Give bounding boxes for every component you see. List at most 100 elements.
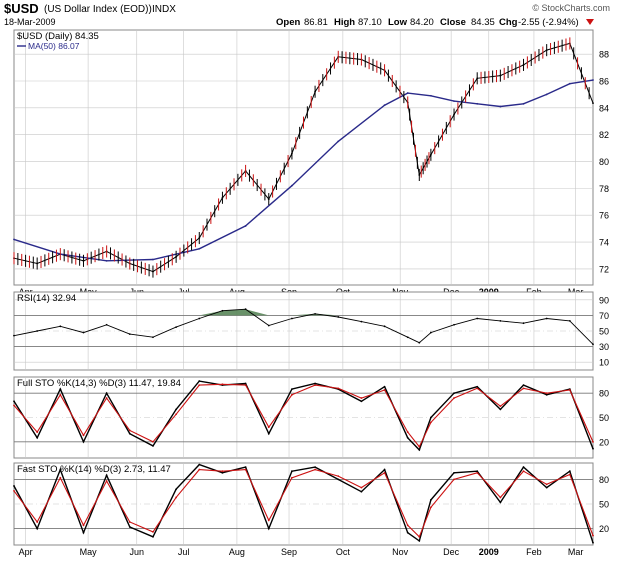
data-point xyxy=(221,471,224,474)
data-point xyxy=(175,496,178,499)
data-point xyxy=(406,524,409,527)
data-point xyxy=(429,499,432,501)
data-point xyxy=(244,382,247,385)
data-point xyxy=(82,331,85,334)
data-point xyxy=(82,434,85,437)
price-panel: 72 74 76 78 80 82 84 86 88 $USD (Daily) 84.35MA(5… xyxy=(13,29,609,297)
data-point xyxy=(152,535,154,538)
data-point xyxy=(59,325,62,328)
y-tick-label: 78 xyxy=(599,184,609,194)
data-point xyxy=(476,102,479,105)
x-tick-label: Aug xyxy=(229,547,245,557)
data-point xyxy=(453,397,455,399)
data-point xyxy=(13,485,15,487)
data-point xyxy=(314,466,316,468)
data-point xyxy=(383,385,386,388)
data-point xyxy=(360,490,363,493)
data-point xyxy=(82,440,85,443)
data-point xyxy=(522,466,525,468)
data-point xyxy=(244,384,247,386)
y-tick-label: 72 xyxy=(599,264,609,274)
data-point xyxy=(383,325,386,328)
y-tick-label: 50 xyxy=(599,413,609,423)
data-point xyxy=(499,105,502,108)
data-point xyxy=(429,331,432,334)
data-point xyxy=(13,334,15,337)
panel-title: Fast STO %K(14) %D(3) 2.73, 11.47 xyxy=(17,464,171,475)
data-point xyxy=(105,480,108,482)
data-point xyxy=(59,388,62,391)
series-line xyxy=(13,79,594,262)
data-point xyxy=(198,463,201,466)
data-point xyxy=(499,496,502,499)
data-point xyxy=(476,471,479,474)
data-point xyxy=(291,393,293,396)
data-point xyxy=(105,259,108,262)
data-point xyxy=(82,524,85,527)
rsi-panel: 10 30 50 70 90 RSI(14) 32.94 xyxy=(13,291,609,371)
y-tick-label: 30 xyxy=(599,342,609,352)
data-point xyxy=(360,320,363,323)
data-point xyxy=(267,519,270,522)
data-point xyxy=(429,94,432,97)
data-point xyxy=(291,317,293,320)
data-point xyxy=(418,341,421,344)
data-point xyxy=(198,247,201,250)
data-point xyxy=(291,388,293,391)
data-point xyxy=(152,336,154,339)
data-point xyxy=(221,383,224,386)
data-point xyxy=(267,426,270,429)
x-tick-label: Mar xyxy=(568,547,584,557)
high-value: 87.10 xyxy=(358,17,382,28)
data-point xyxy=(244,468,247,471)
data-point xyxy=(128,521,131,523)
data-point xyxy=(314,384,316,386)
y-tick-label: 10 xyxy=(599,358,609,368)
data-point xyxy=(36,527,39,530)
data-point xyxy=(453,100,455,103)
y-tick-label: 50 xyxy=(599,327,609,337)
data-point xyxy=(418,540,421,542)
data-point xyxy=(337,478,340,481)
data-point xyxy=(59,476,62,479)
open-label: Open xyxy=(276,17,300,28)
data-point xyxy=(545,93,548,96)
y-tick-label: 90 xyxy=(599,295,609,305)
data-point xyxy=(406,336,409,339)
y-tick-label: 86 xyxy=(599,77,609,87)
data-point xyxy=(82,531,85,534)
data-point xyxy=(429,506,432,509)
data-point xyxy=(418,449,421,451)
data-point xyxy=(152,258,154,261)
data-point xyxy=(244,466,247,468)
data-point xyxy=(592,343,594,346)
data-point xyxy=(337,140,340,143)
data-point xyxy=(36,436,39,439)
high-label: High xyxy=(334,17,355,28)
y-tick-label: 84 xyxy=(599,103,609,113)
data-point xyxy=(221,470,224,473)
data-point xyxy=(568,473,571,476)
data-point xyxy=(453,471,455,474)
data-point xyxy=(337,387,340,390)
data-point xyxy=(453,392,455,395)
data-point xyxy=(36,330,39,332)
data-point xyxy=(198,468,201,471)
full-sto-panel: 20 50 80 Full STO %K(14,3) %D(3) 11.47, 19.… xyxy=(13,376,609,459)
data-point xyxy=(337,316,340,318)
data-point xyxy=(418,445,421,448)
data-point xyxy=(13,489,15,492)
y-tick-label: 88 xyxy=(599,50,609,60)
data-point xyxy=(175,488,178,491)
x-tick-label: Feb xyxy=(526,547,542,557)
data-point xyxy=(128,333,131,336)
data-point xyxy=(522,384,525,386)
data-point xyxy=(592,102,594,105)
data-point xyxy=(291,476,293,479)
y-tick-label: 80 xyxy=(599,389,609,399)
data-point xyxy=(13,400,15,403)
y-tick-label: 20 xyxy=(599,524,609,534)
data-point xyxy=(59,468,62,471)
data-point xyxy=(267,432,270,435)
